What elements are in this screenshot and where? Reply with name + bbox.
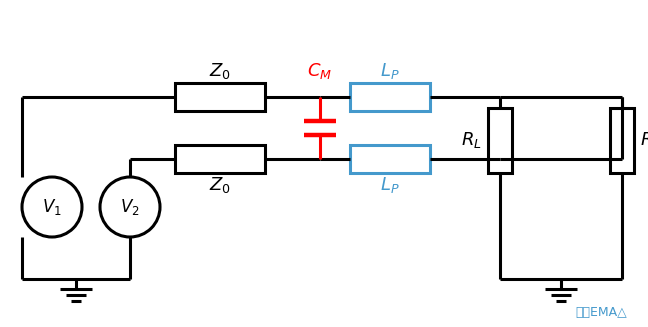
Text: $C_M$: $C_M$ (307, 61, 332, 81)
Text: $V_1$: $V_1$ (42, 197, 62, 217)
Text: $L_P$: $L_P$ (380, 61, 400, 81)
Text: $R_L$: $R_L$ (461, 130, 482, 150)
Bar (175, 83, 265, 111)
Text: 百芯EMA△: 百芯EMA△ (575, 306, 627, 319)
Text: $V_2$: $V_2$ (120, 197, 140, 217)
Bar (610, 108, 634, 173)
Text: $R_L$: $R_L$ (640, 130, 648, 150)
Text: $L_P$: $L_P$ (380, 175, 400, 195)
Bar (175, 145, 265, 173)
Text: $Z_0$: $Z_0$ (209, 61, 231, 81)
Bar (350, 83, 430, 111)
Text: $Z_0$: $Z_0$ (209, 175, 231, 195)
Bar (350, 145, 430, 173)
Bar (488, 108, 512, 173)
